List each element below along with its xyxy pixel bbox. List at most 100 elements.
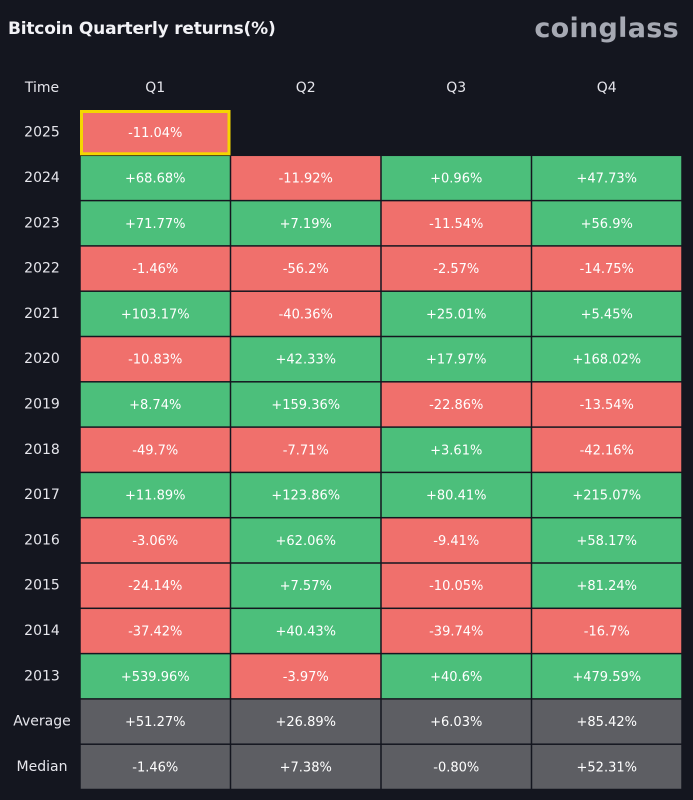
cell-value-2014-q3: -39.74% [429,624,483,639]
cell-2014-q4 [532,609,682,653]
cell-2017-q2 [231,473,381,517]
column-header-q1: Q1 [145,80,165,96]
row-label-2015: 2015 [24,578,60,594]
cell-2016-q3 [381,518,531,563]
cell-value-2023-q3: -11.54% [429,217,483,232]
row-label-2014: 2014 [24,623,60,639]
cell-value-median-q2: +7.38% [280,760,332,775]
row-label-median: Median [17,759,68,775]
cell-2022-q1 [80,246,230,291]
cell-value-2022-q3: -2.57% [433,262,479,277]
coinglass-logo: coinglass [534,13,679,44]
cell-2014-q2 [231,609,381,653]
row-label-average: Average [13,714,71,730]
row-label-2020: 2020 [24,351,60,367]
cell-2018-q2 [231,427,381,472]
cell-median-q1 [80,744,230,789]
cell-2017-q4 [532,473,682,517]
row-label-2017: 2017 [24,487,60,503]
cell-median-q2 [231,744,381,789]
cell-value-2017-q4: +215.07% [572,489,641,504]
chart-title: Bitcoin Quarterly returns(%) [8,19,276,39]
cell-value-2021-q4: +5.45% [581,307,633,322]
cell-2023-q2 [231,201,381,246]
cell-value-2018-q4: -42.16% [580,443,634,458]
cell-value-2020-q3: +17.97% [426,353,486,368]
cell-value-2019-q4: -13.54% [580,398,634,413]
row-label-2019: 2019 [24,396,60,412]
cell-value-2015-q3: -10.05% [429,579,483,594]
cell-2021-q2 [231,291,381,336]
cell-value-2022-q2: -56.2% [283,262,329,277]
cell-value-2024-q3: +0.96% [430,171,482,186]
cell-2017-q1 [80,473,230,517]
cell-2021-q4 [532,291,682,336]
cell-value-2014-q2: +40.43% [276,624,336,639]
cell-value-2020-q2: +42.33% [276,353,336,368]
cell-value-2025-q1: -11.04% [128,126,182,141]
row-label-2023: 2023 [24,215,60,231]
cell-2021-q3 [381,291,531,336]
cell-2022-q3 [381,246,531,291]
cell-value-2018-q1: -49.7% [132,443,178,458]
cell-value-2016-q2: +62.06% [276,534,336,549]
cell-2024-q2 [231,156,381,200]
row-label-2013: 2013 [24,668,60,684]
cell-value-2016-q1: -3.06% [132,534,178,549]
cell-value-2013-q4: +479.59% [572,670,641,685]
cell-median-q3 [381,744,531,789]
cell-value-2022-q4: -14.75% [580,262,634,277]
cell-value-average-q2: +26.89% [276,715,336,730]
cell-2013-q4 [532,654,682,699]
cell-2023-q1 [80,201,230,246]
cell-2020-q4 [532,337,682,382]
cell-value-average-q4: +85.42% [577,715,637,730]
cell-value-2014-q1: -37.42% [128,624,182,639]
cell-value-2015-q1: -24.14% [128,579,182,594]
cell-2017-q3 [381,473,531,517]
cell-average-q2 [231,699,381,744]
cell-2016-q1 [80,518,230,563]
highlight-box [80,110,231,156]
cell-2022-q4 [532,246,682,291]
cell-2014-q3 [381,609,531,653]
cell-2014-q1 [80,609,230,653]
cell-value-2015-q4: +81.24% [577,579,637,594]
cell-value-average-q3: +6.03% [430,715,482,730]
cell-2023-q4 [532,201,682,246]
cell-value-average-q1: +51.27% [125,715,185,730]
column-header-q2: Q2 [296,80,316,96]
time-header: Time [24,80,59,96]
cell-2020-q3 [381,337,531,382]
cell-2015-q3 [381,563,531,608]
column-header-q3: Q3 [446,80,466,96]
row-label-2022: 2022 [24,261,60,277]
cell-value-2017-q1: +11.89% [125,489,185,504]
cell-value-2017-q2: +123.86% [271,489,340,504]
cell-2013-q2 [231,654,381,699]
cell-2023-q3 [381,201,531,246]
cell-value-2024-q1: +68.68% [125,171,185,186]
cell-value-2021-q3: +25.01% [426,307,486,322]
cell-value-2024-q4: +47.73% [577,171,637,186]
column-header-q4: Q4 [597,80,617,96]
cell-value-2020-q4: +168.02% [572,353,641,368]
cell-average-q3 [381,699,531,744]
cell-value-2020-q1: -10.83% [128,353,182,368]
cell-2019-q1 [80,382,230,427]
cell-value-median-q3: -0.80% [433,760,479,775]
cell-value-2019-q1: +8.74% [129,398,181,413]
cell-2021-q1 [80,291,230,336]
cell-value-2023-q1: +71.77% [125,217,185,232]
cell-value-2013-q1: +539.96% [121,670,190,685]
row-label-2025: 2025 [24,125,60,141]
cell-2018-q1 [80,427,230,472]
cell-value-2014-q4: -16.7% [584,624,630,639]
cell-value-2016-q3: -9.41% [433,534,479,549]
cell-value-2022-q1: -1.46% [132,262,178,277]
cell-2020-q2 [231,337,381,382]
cell-average-q4 [532,699,682,744]
cell-value-median-q1: -1.46% [132,760,178,775]
cell-value-2023-q2: +7.19% [280,217,332,232]
cell-value-2015-q2: +7.57% [280,579,332,594]
